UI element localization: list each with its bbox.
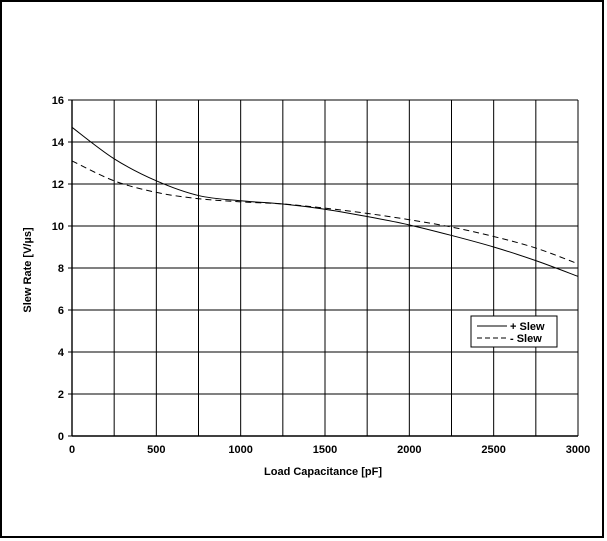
y-tick-labels: 0 2 4 6 8 10 12 14 16 [52,95,65,443]
x-tick-label: 3000 [566,444,590,456]
series-lines [71,126,579,277]
y-tick-label: 14 [52,137,65,149]
series-line-minus-slew [71,160,579,265]
x-tick-label: 1500 [313,444,337,456]
y-tick-label: 4 [58,347,65,359]
axes [68,99,579,437]
legend-entry: + Slew [510,321,545,333]
y-tick-label: 10 [52,221,64,233]
x-tick-labels: 0 500 1000 1500 2000 2500 3000 [69,444,590,456]
y-tick-label: 0 [58,431,64,443]
y-tick-label: 6 [58,305,64,317]
grid-lines [72,99,578,436]
y-axis-label: Slew Rate [V/µs] [22,227,34,313]
x-tick-label: 0 [69,444,75,456]
y-tick-label: 12 [52,179,64,191]
legend-box [470,315,558,348]
x-tick-label: 2500 [481,444,505,456]
x-axis-label: Load Capacitance [pF] [264,466,382,478]
x-tick-label: 1000 [228,444,252,456]
x-tick-label: 500 [147,444,165,456]
legend: + Slew- Slew [470,315,558,348]
y-tick-label: 8 [58,263,64,275]
series-line-plus-slew [71,126,579,277]
x-tick-label: 2000 [397,444,421,456]
legend-entry: - Slew [510,333,542,345]
y-tick-label: 2 [58,389,64,401]
y-tick-label: 16 [52,95,64,107]
